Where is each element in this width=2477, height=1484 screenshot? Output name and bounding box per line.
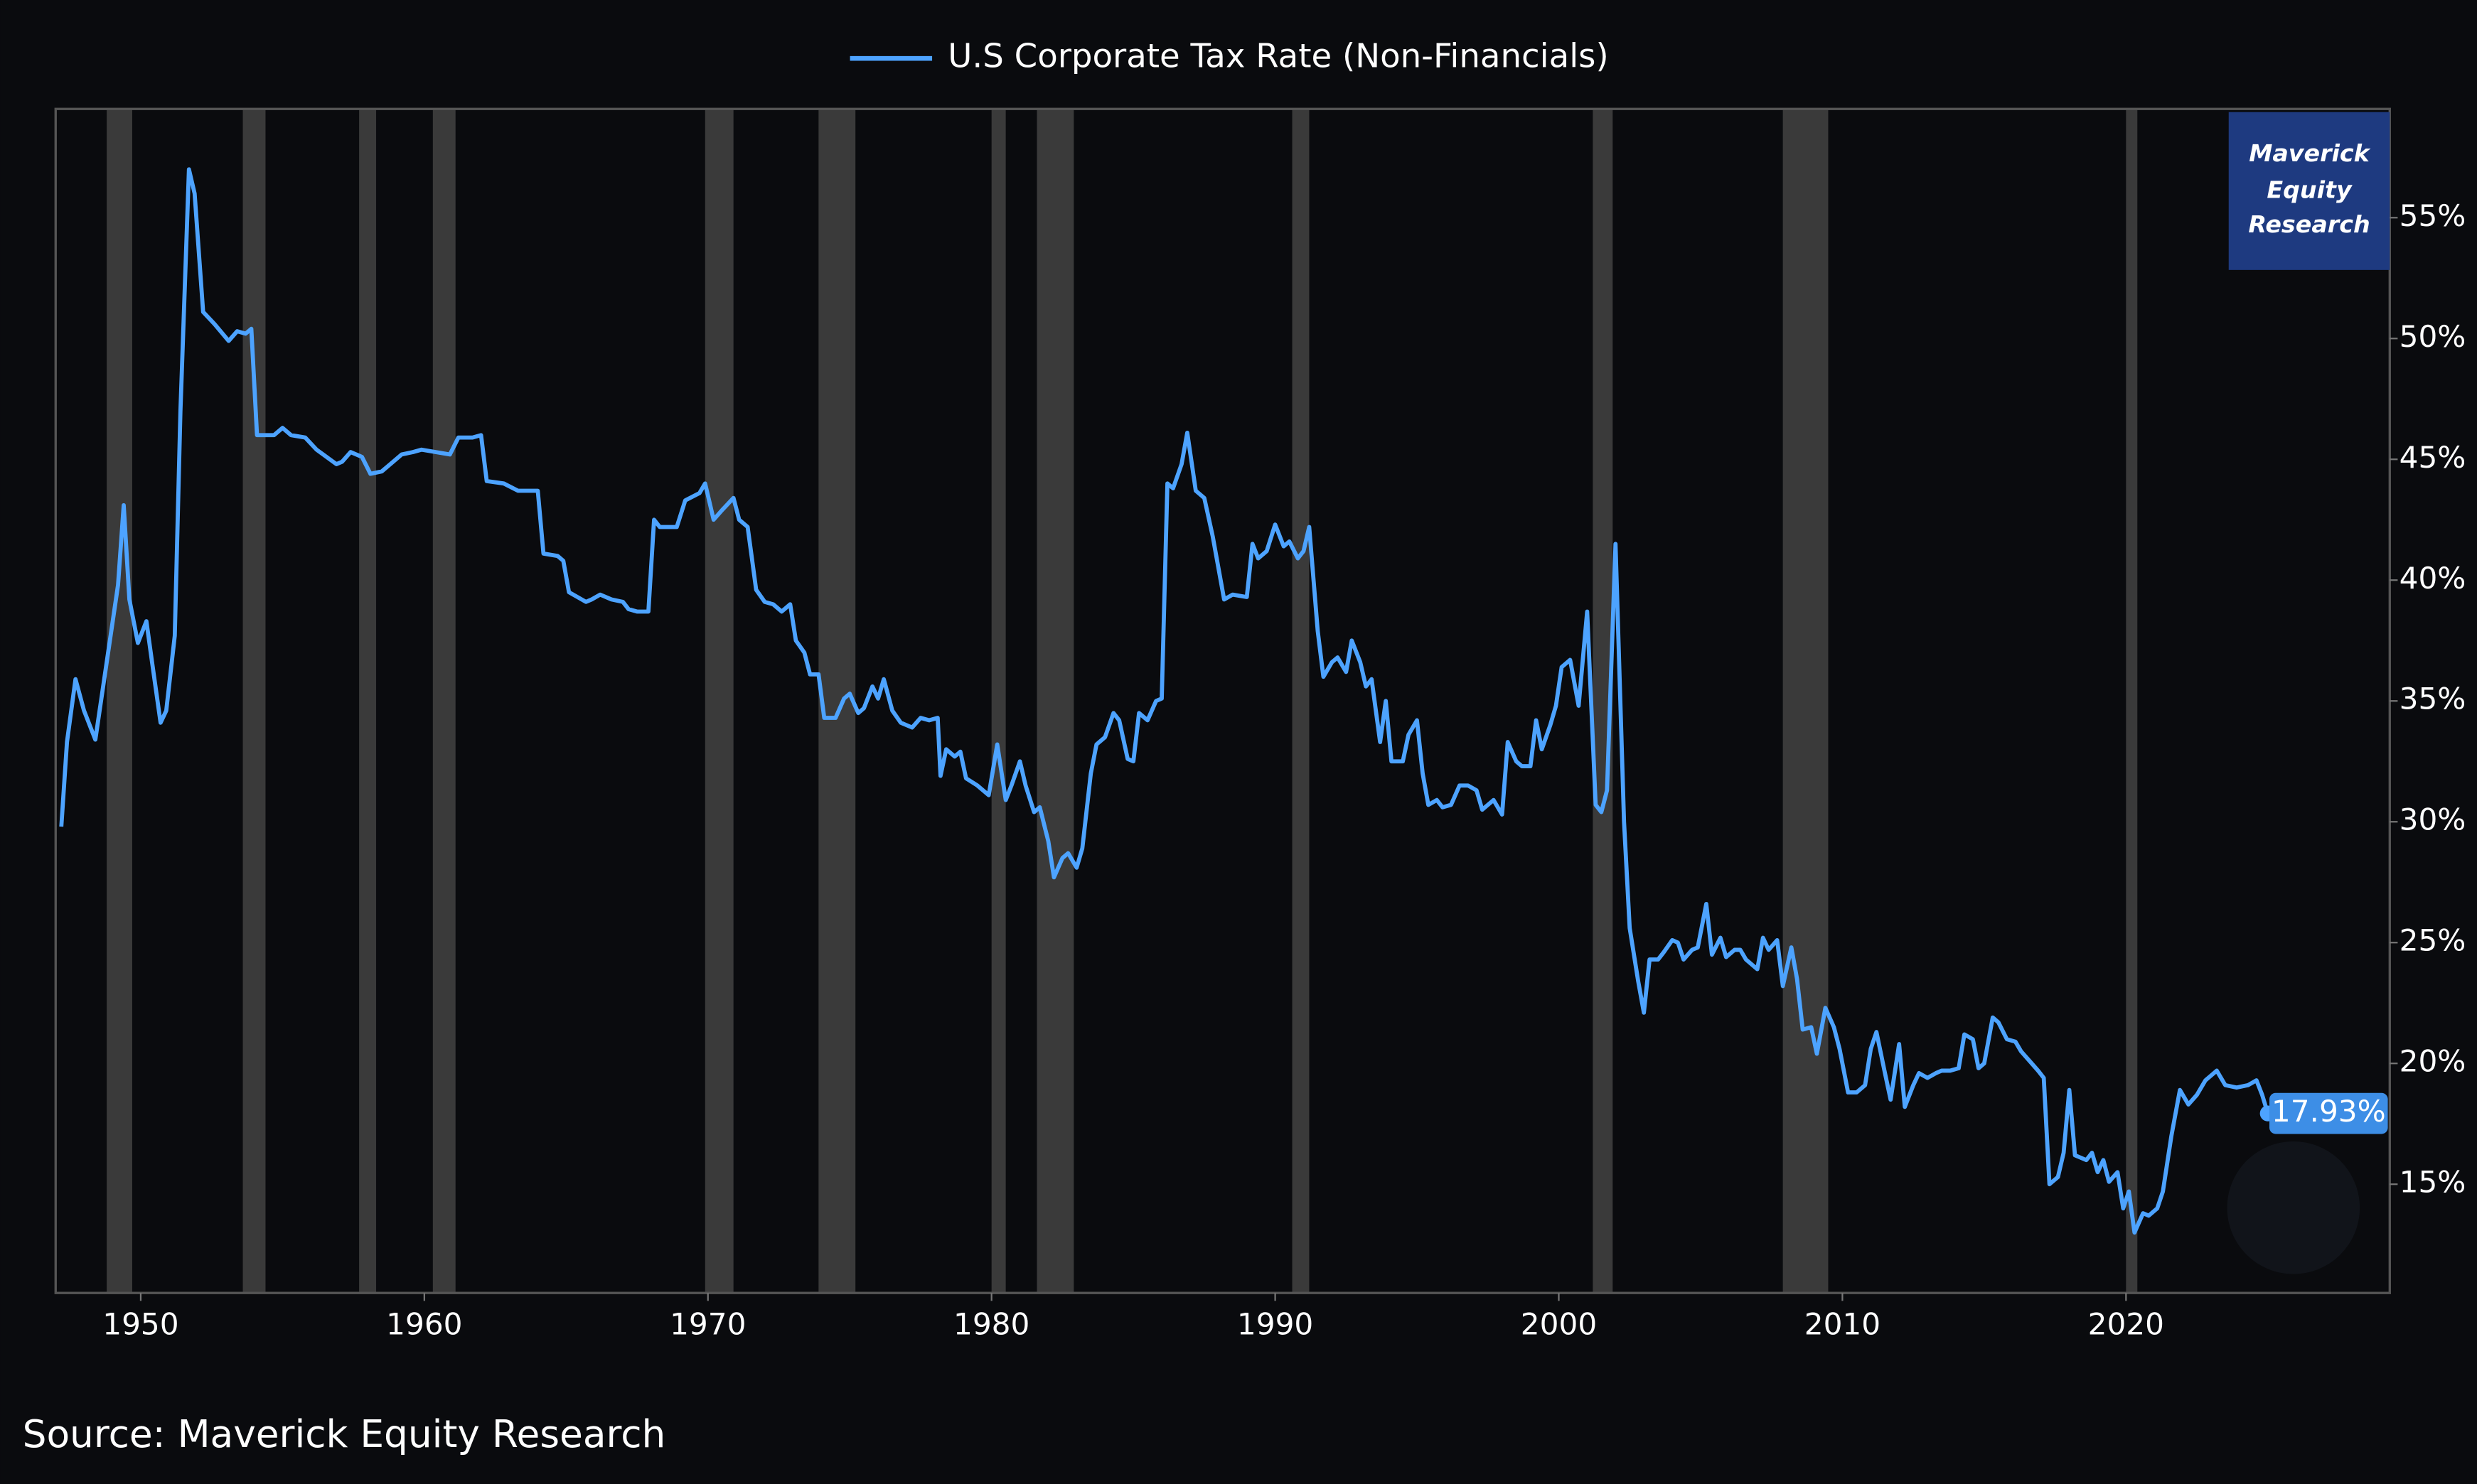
y-tick-label: 30% <box>2400 802 2466 837</box>
recession-band <box>1782 109 1829 1294</box>
recession-band <box>359 109 377 1294</box>
recession-band <box>2126 109 2138 1294</box>
logo <box>2227 1141 2360 1274</box>
y-tick-label: 40% <box>2400 561 2466 596</box>
y-tick-label: 45% <box>2400 440 2466 475</box>
recession-band <box>705 109 734 1294</box>
recession-band <box>432 109 456 1294</box>
x-tick-label: 1960 <box>386 1306 462 1341</box>
recession-band <box>242 109 266 1294</box>
recession-band <box>107 109 132 1294</box>
series-line <box>59 167 2270 1235</box>
x-tick-label: 1980 <box>953 1306 1029 1341</box>
legend-label: U.S Corporate Tax Rate (Non-Financials) <box>948 37 1608 75</box>
y-tick-label: 50% <box>2400 319 2466 354</box>
recession-band <box>818 109 856 1294</box>
y-tick-label: 15% <box>2400 1165 2466 1200</box>
x-tick-label: 2010 <box>1804 1306 1881 1341</box>
source: Source: Maverick Equity Research <box>23 1412 666 1456</box>
x-tick-label: 1990 <box>1237 1306 1313 1341</box>
x-tick-label: 1970 <box>670 1306 746 1341</box>
y-tick-label: 20% <box>2400 1044 2466 1079</box>
x-tick-label: 2020 <box>2088 1306 2164 1341</box>
watermark-text: Maverick <box>2249 139 2370 167</box>
x-tick-label: 2000 <box>1521 1306 1597 1341</box>
end-label: 17.93% <box>2272 1094 2386 1129</box>
recession-band <box>991 109 1006 1294</box>
y-tick-label: 35% <box>2400 682 2466 716</box>
x-tick-label: 1950 <box>102 1306 178 1341</box>
recession-band <box>1037 109 1074 1294</box>
y-tick-label: 55% <box>2400 198 2466 233</box>
y-tick-label: 25% <box>2400 923 2466 958</box>
recession-bands <box>107 109 2138 1294</box>
watermark-text: Equity <box>2267 176 2353 203</box>
recession-band <box>1292 109 1310 1294</box>
end-label-box <box>2269 1092 2388 1134</box>
watermark-text: Research <box>2248 210 2370 238</box>
watermark-box <box>2228 112 2390 270</box>
